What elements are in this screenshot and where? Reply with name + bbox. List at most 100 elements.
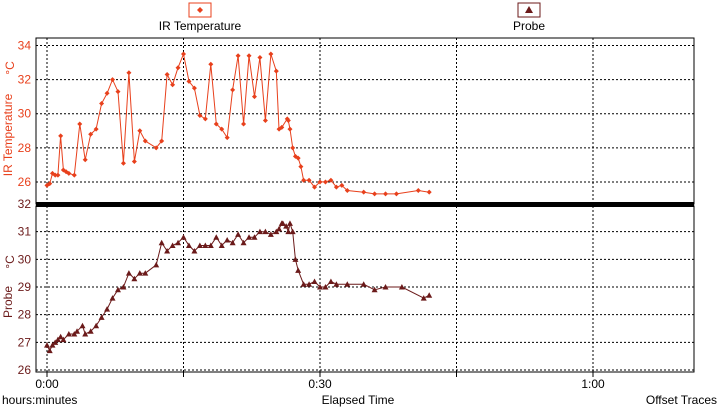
probe-data-point (306, 281, 313, 287)
x-tick-label: 0:00 (35, 377, 59, 391)
probe-data-point (317, 284, 323, 290)
ir-series (44, 51, 432, 197)
probe-data-point (235, 231, 242, 237)
ir-data-point (175, 65, 181, 71)
ir-y-tick-label: 34 (18, 39, 32, 53)
ir-data-point (230, 87, 236, 93)
probe-data-point (224, 236, 231, 243)
legend-item-probe[interactable]: Probe (513, 2, 545, 33)
probe-data-point (185, 242, 192, 248)
ir-data-point (257, 54, 263, 60)
probe-data-point (158, 239, 165, 246)
probe-data-point (196, 242, 203, 248)
ir-data-point (306, 177, 312, 183)
probe-y-tick-label: 31 (18, 225, 32, 239)
x-tick-label: 1:00 (581, 377, 605, 391)
legend-item-ir-temperature[interactable]: IR Temperature (159, 2, 242, 33)
probe-data-point (93, 322, 100, 329)
ir-data-point (110, 77, 116, 83)
probe-y-axis-label: Probe (1, 286, 15, 318)
probe-data-point (382, 284, 389, 290)
probe-data-point (322, 284, 329, 290)
probe-data-point (98, 314, 105, 320)
probe-data-point (120, 284, 127, 290)
probe-data-point (327, 278, 334, 284)
probe-data-point (311, 278, 318, 284)
x-tick-label: 0:30 (308, 377, 332, 391)
probe-data-point (398, 284, 405, 290)
probe-series (44, 220, 433, 354)
probe-data-point (104, 306, 111, 312)
ir-data-point (47, 181, 53, 187)
probe-data-point (202, 242, 209, 248)
ir-data-point (126, 70, 132, 76)
probe-data-point (87, 328, 94, 334)
probe-data-point (295, 267, 302, 273)
probe-data-point (285, 228, 292, 235)
ir-data-point (93, 126, 99, 132)
probe-data-point (420, 295, 427, 301)
probe-data-point (74, 328, 81, 334)
probe-y-tick-label: 30 (18, 252, 32, 266)
ir-grid (36, 38, 694, 204)
probe-data-point (131, 275, 138, 282)
probe-data-point (273, 228, 280, 235)
ir-data-point (159, 138, 165, 144)
ir-data-point (82, 157, 88, 163)
probe-data-point (49, 342, 56, 348)
ir-data-point (208, 61, 214, 67)
probe-data-point (164, 248, 171, 254)
ir-data-point (344, 187, 350, 193)
probe-data-point (344, 281, 351, 287)
ir-data-point (372, 191, 378, 197)
probe-data-point (54, 336, 61, 343)
diamond-marker-icon (197, 7, 203, 13)
ir-data-point (55, 172, 61, 178)
probe-data-point (46, 347, 53, 354)
ir-data-point (219, 126, 225, 132)
legend-label-probe: Probe (513, 19, 545, 33)
ir-data-point (290, 145, 296, 151)
probe-data-point (360, 281, 367, 287)
ir-data-point (104, 90, 110, 96)
probe-data-point (246, 234, 253, 240)
probe-data-point (57, 333, 64, 340)
ir-data-point (77, 121, 83, 127)
ir-data-point (301, 177, 307, 183)
ir-data-point (339, 182, 345, 188)
ir-data-point (213, 121, 219, 127)
ir-y-tick-label: 28 (18, 141, 32, 155)
probe-y-axis-unit: °C (3, 255, 17, 269)
ir-data-point (268, 51, 274, 57)
ir-data-point (71, 172, 77, 178)
ir-data-point (328, 177, 334, 183)
probe-data-point (240, 239, 247, 246)
probe-data-point (333, 281, 340, 287)
probe-data-point (279, 220, 286, 226)
ir-data-point (88, 131, 94, 137)
ir-y-tick-label: 32 (18, 73, 32, 87)
probe-y-tick-label: 27 (18, 335, 32, 349)
ir-data-point (58, 133, 64, 139)
probe-data-point (371, 286, 378, 293)
probe-data-point (218, 242, 225, 248)
ir-y-ticks: 26 28 30 32 34 (18, 39, 32, 189)
probe-y-tick-label: 32 (18, 197, 32, 211)
ir-data-point (295, 155, 301, 161)
ir-data-point (99, 101, 105, 107)
probe-plot-frame (35, 205, 695, 373)
ir-data-point (115, 89, 121, 95)
x-axis: 0:00 0:30 1:00 (35, 372, 605, 391)
ir-data-point (285, 118, 291, 124)
probe-data-point (289, 228, 296, 235)
ir-data-point (52, 172, 58, 178)
probe-data-point (262, 228, 269, 235)
ir-data-point (426, 189, 432, 195)
ir-data-point (241, 121, 247, 127)
offset-traces-label[interactable]: Offset Traces (646, 393, 717, 407)
probe-y-ticks: 26 27 28 29 30 31 32 (18, 197, 32, 377)
probe-y-tick-label: 29 (18, 280, 32, 294)
ir-data-point (279, 124, 285, 130)
probe-data-point (82, 331, 89, 337)
probe-data-point (109, 295, 116, 301)
